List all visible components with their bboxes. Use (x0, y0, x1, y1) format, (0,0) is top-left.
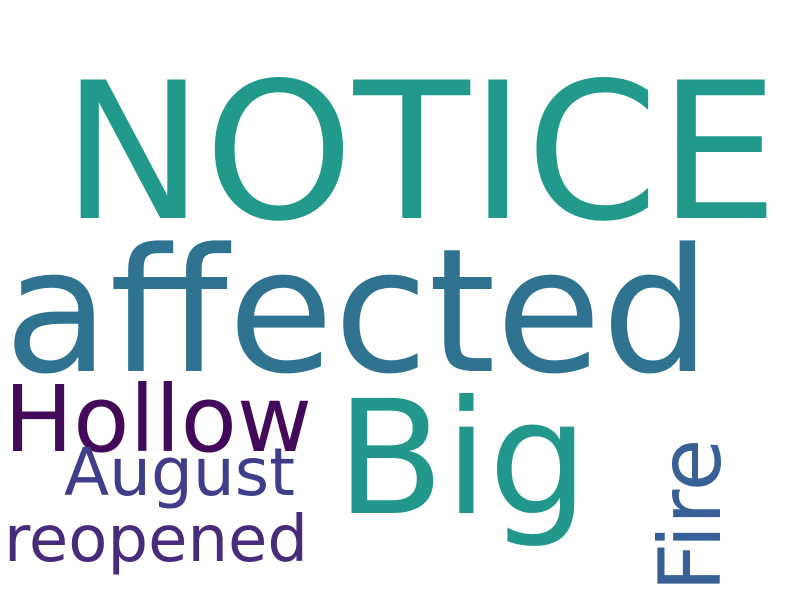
word-fire: Fire (641, 438, 741, 592)
word-affected: affected (4, 211, 711, 412)
word-hollow: Hollow (4, 366, 313, 473)
word-big: Big (336, 367, 589, 551)
word-august: August (64, 434, 295, 511)
word-reopened: reopened (4, 503, 308, 577)
word-notice: NOTICE (62, 42, 779, 263)
